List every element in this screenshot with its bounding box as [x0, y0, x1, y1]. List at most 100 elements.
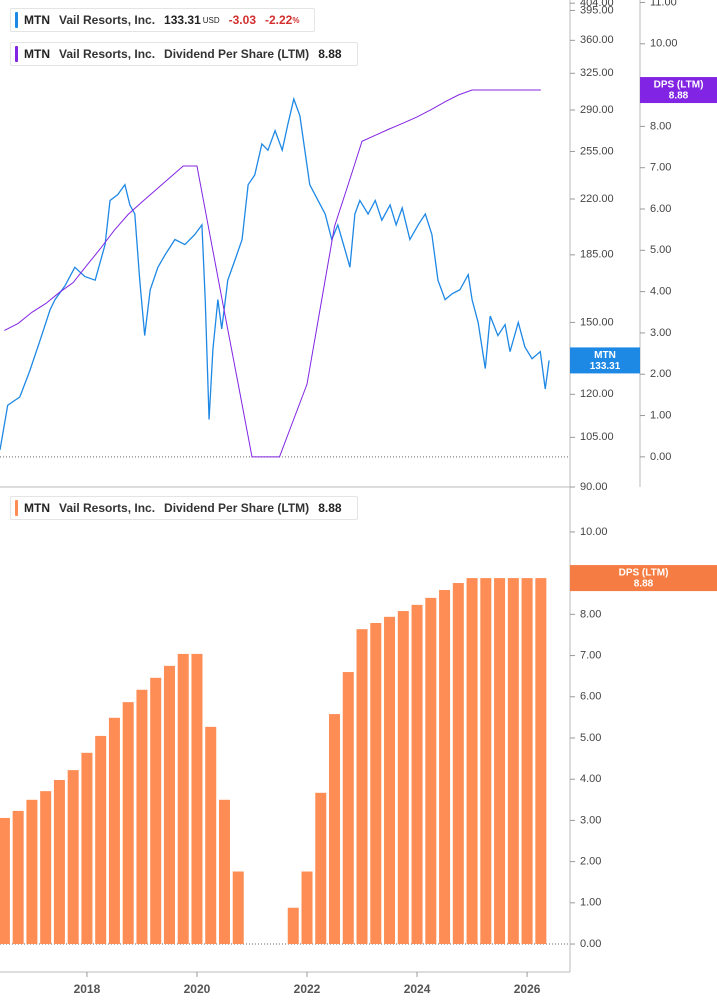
legend-ticker: MTN [24, 13, 50, 27]
y2-tick-label: 2.00 [650, 368, 671, 380]
tag-label: DPS (LTM) [619, 568, 669, 579]
y-tick-label: 4.00 [580, 773, 601, 785]
bar [521, 578, 533, 945]
legend-ticker: MTN [24, 501, 50, 515]
bar [301, 871, 313, 945]
bar [26, 799, 38, 945]
y-tick-label: 105.00 [580, 431, 614, 443]
bar [205, 726, 217, 945]
y-tick-label: 2.00 [580, 856, 601, 868]
legend-ticker: MTN [24, 47, 50, 61]
bar [67, 770, 79, 945]
bar [356, 629, 368, 945]
bar [535, 578, 547, 945]
y2-tick-label: 8.00 [650, 120, 671, 132]
x-tick-label: 2026 [514, 982, 541, 996]
bar [218, 799, 230, 945]
y2-tick-label: 1.00 [650, 409, 671, 421]
price-legend: MTN Vail Resorts, Inc. 133.31 USD -3.03 … [10, 8, 316, 32]
bar [0, 817, 10, 945]
bar [342, 672, 354, 945]
y2-tick-label: 4.00 [650, 286, 671, 298]
legend-value: 8.88 [318, 501, 342, 515]
tag-value: 133.31 [590, 361, 621, 372]
y2-tick-label: 3.00 [650, 327, 671, 339]
bar [480, 578, 492, 945]
x-tick-label: 2022 [294, 982, 321, 996]
y-tick-label: 120.00 [580, 388, 614, 400]
bar [370, 622, 382, 945]
bar [136, 689, 148, 945]
bar [177, 653, 189, 945]
y-tick-label: 360.00 [580, 34, 614, 46]
x-tick-label: 2020 [184, 982, 211, 996]
line-series [0, 96, 550, 450]
bar [12, 810, 24, 945]
y-tick-label: 220.00 [580, 193, 614, 205]
y2-tick-label: 0.00 [650, 451, 671, 463]
bar [81, 752, 93, 945]
legend-company: Vail Resorts, Inc. [59, 47, 156, 61]
axis-value-tag: DPS (LTM)8.88 [570, 565, 717, 592]
bar [191, 653, 203, 945]
legend-company: Vail Resorts, Inc. [59, 501, 156, 515]
bar [163, 665, 175, 945]
bar [287, 907, 299, 945]
y-tick-label: 1.00 [580, 897, 601, 909]
legend-metric: Dividend Per Share (LTM) [164, 501, 310, 515]
x-tick-label: 2024 [404, 982, 431, 996]
legend-change-pct: -2.22 [265, 13, 293, 27]
legend-value: 8.88 [318, 47, 342, 61]
bar [232, 871, 244, 945]
y-tick-label: 325.00 [580, 67, 614, 79]
y-tick-label: 7.00 [580, 649, 601, 661]
bar [452, 583, 464, 945]
bar [53, 780, 65, 945]
y-tick-label: 255.00 [580, 145, 614, 157]
bar [494, 578, 506, 945]
y-tick-label: 395.00 [580, 4, 614, 16]
bar [95, 735, 107, 945]
dps-bar-legend: MTN Vail Resorts, Inc. Dividend Per Shar… [10, 496, 358, 520]
bar [329, 714, 341, 945]
bar [150, 677, 162, 945]
bar [384, 616, 396, 945]
y-tick-label: 185.00 [580, 249, 614, 261]
y2-tick-label: 6.00 [650, 203, 671, 215]
y2-tick-label: 10.00 [650, 38, 678, 50]
bar [411, 604, 423, 945]
bar [397, 611, 409, 945]
y2-tick-label: 7.00 [650, 162, 671, 174]
legend-metric: Dividend Per Share (LTM) [164, 47, 310, 61]
y-tick-label: 0.00 [580, 938, 601, 950]
bar [439, 590, 451, 945]
y-tick-label: 404.00 [580, 0, 614, 9]
legend-currency: USD [202, 15, 220, 25]
y-tick-label: 90.00 [580, 481, 608, 493]
legend-swatch [15, 500, 18, 516]
tag-label: DPS (LTM) [654, 80, 704, 91]
legend-swatch [15, 46, 18, 62]
tag-value: 8.88 [634, 579, 654, 590]
bar [507, 578, 519, 945]
bar [108, 717, 120, 945]
bar [466, 578, 478, 945]
tag-box [570, 347, 640, 374]
y-tick-label: 290.00 [580, 104, 614, 116]
tag-box [640, 77, 717, 104]
dps-line-legend: MTN Vail Resorts, Inc. Dividend Per Shar… [10, 42, 358, 66]
legend-change: -3.03 [228, 13, 256, 27]
legend-company: Vail Resorts, Inc. [59, 13, 156, 27]
y-tick-label: 150.00 [580, 316, 614, 328]
bar [425, 597, 437, 945]
bar [40, 791, 52, 945]
x-tick-label: 2018 [74, 982, 101, 996]
y-tick-label: 5.00 [580, 732, 601, 744]
bar [315, 792, 327, 945]
legend-last-price: 133.31 [164, 13, 201, 27]
line-series [4, 89, 541, 458]
y-tick-label: 10.00 [580, 526, 608, 538]
